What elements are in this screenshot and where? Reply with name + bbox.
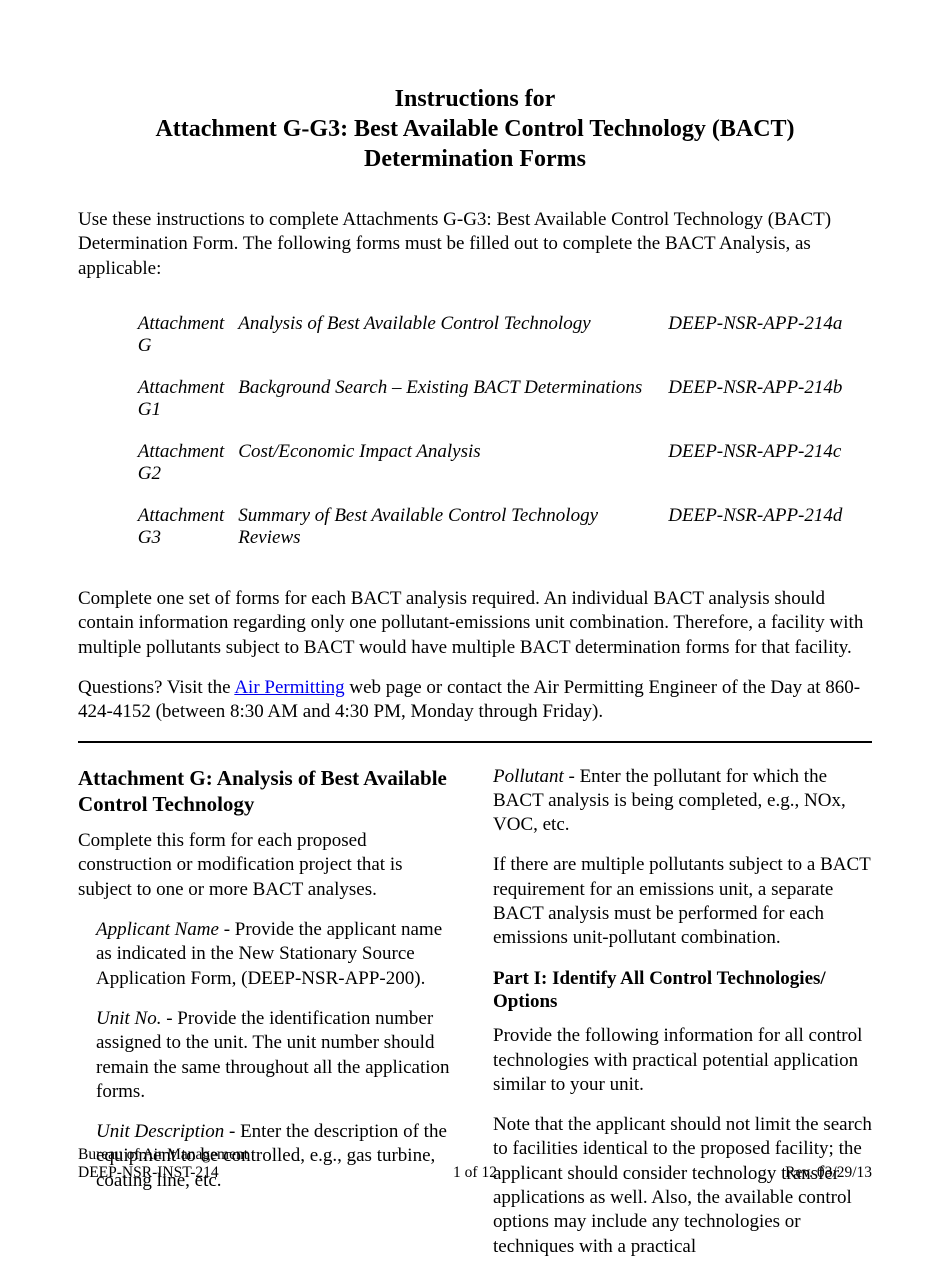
attachment-g-heading: Attachment G: Analysis of Best Available… [78,765,457,818]
table-row: Attachment G Analysis of Best Available … [82,303,869,367]
attachment-name: Attachment G3 [82,495,239,559]
footer-page-number: 1 of 12 [453,1164,497,1182]
left-p1: Complete this form for each proposed con… [78,829,457,902]
footer-doc-id: DEEP-NSR-INST-214 [78,1164,248,1182]
attachment-code: DEEP-NSR-APP-214a [668,303,868,367]
field-unit-no: Unit No. - Provide the identification nu… [96,1007,457,1104]
attachment-name: Attachment G1 [82,367,239,431]
field-label: Pollutant - [493,766,580,787]
body-paragraph: Complete one set of forms for each BACT … [78,587,872,660]
field-applicant-name: Applicant Name - Provide the applicant n… [96,918,457,991]
part1-heading: Part I: Identify All Control Technologie… [493,967,872,1015]
right-p4: Note that the applicant should not limit… [493,1113,872,1259]
field-label: Applicant Name - [96,919,235,940]
right-p3: Provide the following information for al… [493,1024,872,1097]
questions-pre: Questions? Visit the [78,677,234,698]
right-column: Pollutant - Enter the pollutant for whic… [493,765,872,1275]
attachment-code: DEEP-NSR-APP-214d [668,495,868,559]
attachment-name: Attachment G2 [82,431,239,495]
section-divider [78,741,872,743]
page-footer: Bureau of Air Management DEEP-NSR-INST-2… [78,1146,872,1182]
air-permitting-link[interactable]: Air Permitting [234,677,344,698]
table-row: Attachment G1 Background Search – Existi… [82,367,869,431]
attachment-desc: Cost/Economic Impact Analysis [238,431,668,495]
title-line-2: Attachment G-G3: Best Available Control … [155,116,794,142]
field-pollutant: Pollutant - Enter the pollutant for whic… [493,765,872,838]
left-column: Attachment G: Analysis of Best Available… [78,765,457,1275]
attachment-desc: Background Search – Existing BACT Determ… [238,367,668,431]
table-row: Attachment G3 Summary of Best Available … [82,495,869,559]
table-row: Attachment G2 Cost/Economic Impact Analy… [82,431,869,495]
questions-paragraph: Questions? Visit the Air Permitting web … [78,676,872,725]
attachments-table: Attachment G Analysis of Best Available … [82,303,869,559]
right-p2: If there are multiple pollutants subject… [493,853,872,950]
title-line-3: Determination Forms [364,146,586,172]
attachment-name: Attachment G [82,303,239,367]
footer-revision: Rev. 03/29/13 [785,1164,872,1182]
two-column-body: Attachment G: Analysis of Best Available… [78,765,872,1275]
footer-left: Bureau of Air Management DEEP-NSR-INST-2… [78,1146,248,1182]
field-label: Unit Description - [96,1121,240,1142]
attachment-desc: Summary of Best Available Control Techno… [238,495,668,559]
attachment-desc: Analysis of Best Available Control Techn… [238,303,668,367]
intro-paragraph: Use these instructions to complete Attac… [78,208,872,281]
field-label: Unit No. - [96,1008,177,1029]
footer-bureau: Bureau of Air Management [78,1146,248,1164]
attachment-code: DEEP-NSR-APP-214c [668,431,868,495]
title-line-1: Instructions for [395,86,556,112]
document-title: Instructions for Attachment G-G3: Best A… [78,84,872,174]
attachment-code: DEEP-NSR-APP-214b [668,367,868,431]
